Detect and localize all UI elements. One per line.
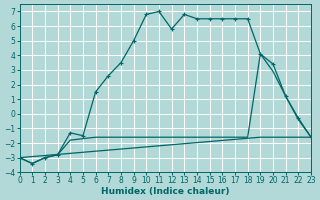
X-axis label: Humidex (Indice chaleur): Humidex (Indice chaleur): [101, 187, 229, 196]
